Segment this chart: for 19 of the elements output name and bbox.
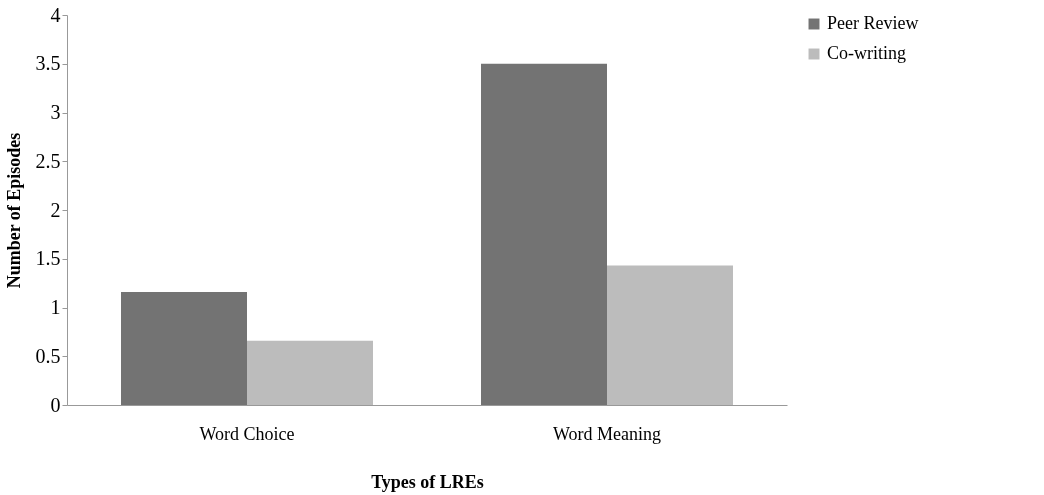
y-tick-label: 2.5: [35, 149, 61, 172]
y-tick-label: 0.5: [35, 344, 61, 367]
y-tick-label: 1.5: [35, 247, 61, 270]
bar: [481, 63, 607, 405]
legend-label: Co-writing: [827, 43, 906, 63]
y-tick-label: 2: [50, 198, 61, 221]
y-axis-title: Number of Episodes: [3, 132, 24, 289]
bar: [247, 340, 373, 405]
y-tick-label: 1: [50, 296, 61, 318]
y-tick-label: 4: [50, 3, 61, 26]
x-tick-label: Word Choice: [199, 423, 295, 444]
x-tick-label: Word Meaning: [552, 423, 662, 444]
bar: [121, 291, 247, 405]
bar: [607, 265, 733, 405]
legend-label: Peer Review: [827, 13, 919, 33]
y-tick-label: 3: [50, 101, 61, 123]
y-tick-label: 3.5: [35, 52, 61, 75]
y-tick-label: 0: [50, 393, 61, 416]
x-axis-title: Types of LREs: [371, 471, 484, 492]
